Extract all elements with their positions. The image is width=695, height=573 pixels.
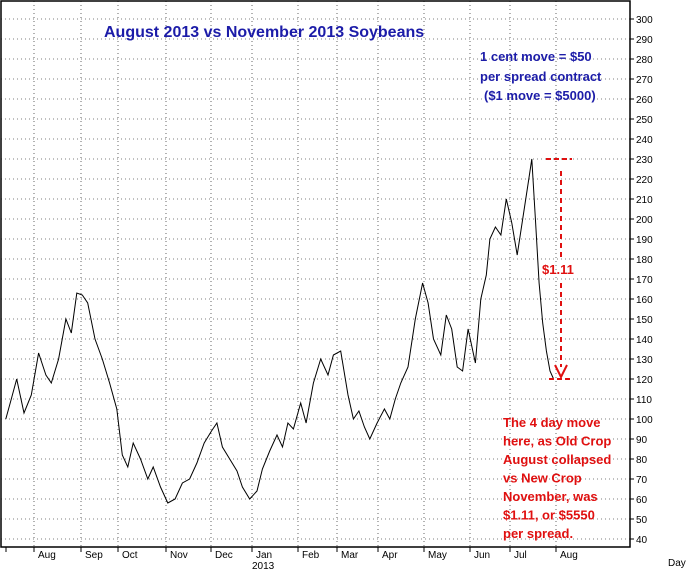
x-tick-label: Jul: [514, 550, 527, 561]
x-tick-label: May: [428, 550, 447, 561]
y-tick-label: 70: [636, 475, 648, 486]
y-tick-label: 80: [636, 455, 648, 466]
spread-note-3: ($1 move = $5000): [484, 88, 596, 103]
y-tick-label: 280: [636, 55, 653, 66]
x-tick-label: Aug: [560, 550, 578, 561]
explanation-line: November, was: [503, 489, 598, 504]
y-tick-label: 110: [636, 395, 652, 406]
y-tick-label: 240: [636, 135, 653, 146]
plot-frame: [0, 0, 631, 548]
move-arrow-head: [554, 364, 568, 380]
y-tick-label: 260: [636, 95, 653, 106]
y-tick-label: 250: [636, 115, 653, 126]
explanation-line: per spread.: [503, 526, 573, 541]
y-tick-label: 210: [636, 195, 653, 206]
y-tick-label: 290: [636, 35, 653, 46]
y-tick-label: 140: [636, 335, 653, 346]
grid: [1, 1, 630, 547]
y-tick-label: 50: [636, 515, 648, 526]
x-tick-label: Nov: [170, 550, 188, 561]
x-tick-label: Mar: [341, 550, 359, 561]
x-axis-unit-label: Day: [668, 558, 686, 569]
y-tick-label: 180: [636, 255, 653, 266]
y-tick-label: 60: [636, 495, 648, 506]
y-tick-label: 170: [636, 275, 653, 286]
y-tick-label: 270: [636, 75, 653, 86]
explanation-line: vs New Crop: [503, 471, 582, 486]
spread-note-2: per spread contract: [480, 69, 602, 84]
move-label: $1.11: [542, 262, 574, 277]
spread-note-1: 1 cent move = $50: [480, 49, 592, 64]
y-tick-label: 150: [636, 315, 653, 326]
y-tick-label: 230: [636, 155, 653, 166]
y-tick-label: 160: [636, 295, 653, 306]
y-tick-label: 190: [636, 235, 653, 246]
explanation-line: here, as Old Crop: [503, 434, 611, 449]
explanation-line: The 4 day move: [503, 415, 601, 430]
soybean-spread-line: [5, 158, 555, 504]
explanation-note: The 4 day move here, as Old Crop August co…: [503, 415, 611, 541]
y-tick-label: 40: [636, 535, 648, 546]
y-tick-label: 120: [636, 375, 653, 386]
x-tick-label: Sep: [85, 550, 103, 561]
move-marker: [546, 158, 573, 380]
year-label: 2013: [252, 561, 275, 572]
explanation-line: August collapsed: [503, 452, 611, 467]
x-tick-label: Feb: [302, 550, 320, 561]
y-tick-label: 200: [636, 215, 653, 226]
x-tick-label: Oct: [122, 550, 138, 561]
y-axis: 40 50 60 70 80 90 100 110 120 130 140 150 160 170 180 1…: [630, 15, 653, 546]
x-tick-label: Apr: [382, 550, 398, 561]
x-tick-label: Jan: [256, 550, 272, 561]
chart-title: August 2013 vs November 2013 Soybeans: [104, 24, 424, 41]
x-tick-label: Aug: [38, 550, 56, 561]
x-tick-label: Dec: [215, 550, 233, 561]
y-tick-label: 300: [636, 15, 653, 26]
x-tick-label: Jun: [474, 550, 490, 561]
y-tick-label: 100: [636, 415, 653, 426]
explanation-line: $1.11, or $5550: [503, 508, 595, 523]
y-tick-label: 220: [636, 175, 653, 186]
x-axis: Aug Sep Oct Nov Dec Jan Feb Mar Apr May Jun Jul Aug: [5, 547, 578, 561]
y-tick-label: 90: [636, 435, 648, 446]
y-tick-label: 130: [636, 355, 653, 366]
